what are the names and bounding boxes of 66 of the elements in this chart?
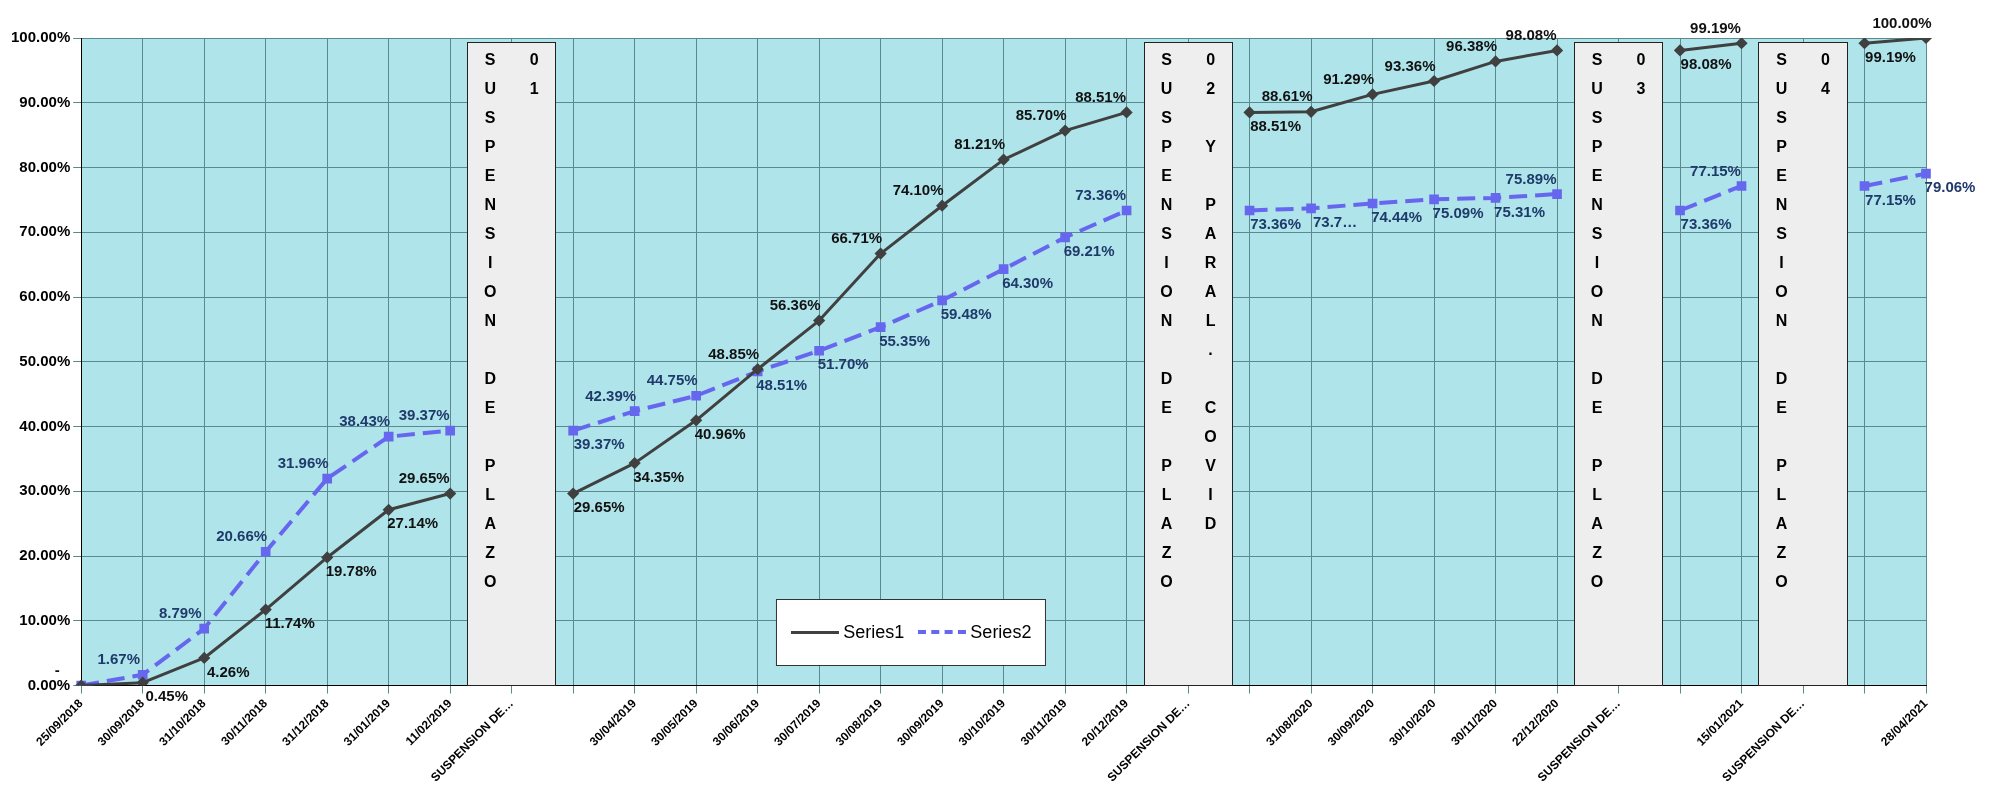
data-label: 48.85% [708, 344, 760, 362]
data-label: 77.15% [1865, 190, 1916, 208]
data-label: 73.36% [1250, 215, 1302, 233]
data-label: 51.70% [817, 355, 869, 373]
data-label: 69.21% [1063, 242, 1115, 260]
y-tick-label: 50.00% [19, 351, 71, 369]
data-label: 91.29% [1323, 70, 1374, 88]
data-label: 0.45% [145, 687, 188, 705]
data-label: 77.15% [1690, 161, 1741, 179]
data-label: 96.38% [1446, 37, 1497, 55]
data-label: 73.36% [1680, 215, 1732, 233]
data-label: 73.36% [1075, 186, 1127, 204]
data-label: 29.65% [573, 498, 625, 516]
data-label: 1.67% [97, 650, 140, 668]
y-tick-label: 80.00% [19, 157, 71, 175]
data-label: 64.30% [1002, 273, 1054, 291]
data-label: 56.36% [769, 296, 821, 314]
label-box: SUSPENSION DE PLAZO 01 [467, 42, 557, 686]
data-label: 42.39% [585, 386, 637, 404]
data-label: 81.21% [954, 135, 1006, 153]
data-label: 75.31% [1494, 202, 1545, 220]
data-label: 100.00% [1872, 13, 1932, 31]
legend-label: Series2 [970, 621, 1032, 643]
y-tick-label: 10.00% [19, 610, 71, 628]
data-label: 99.19% [1690, 18, 1741, 36]
label-box: SUSPENSION DE PLAZO 02 Y PARAL. COVID [1143, 42, 1233, 686]
data-label: 11.74% [264, 614, 315, 632]
data-label: 34.35% [633, 467, 685, 485]
data-label: 4.26% [206, 662, 250, 680]
data-label: 75.89% [1505, 169, 1557, 187]
y-tick-label: 60.00% [19, 287, 71, 305]
data-label: 29.65% [398, 469, 450, 487]
data-label: 39.37% [573, 435, 625, 453]
data-label: 88.61% [1261, 87, 1313, 105]
data-label: 48.51% [756, 376, 808, 394]
data-label: 73.7… [1312, 212, 1358, 230]
data-label: 40.96% [694, 424, 746, 442]
y-tick-label: 40.00% [19, 416, 71, 434]
label-box: SUSPENSION DE PLAZO 03 [1573, 42, 1664, 686]
data-label: 55.35% [879, 331, 931, 349]
legend-label: Series1 [843, 621, 905, 643]
y-tick-label: 30.00% [19, 481, 71, 499]
y-tick-label: 90.00% [19, 92, 71, 110]
data-label: 31.96% [277, 454, 329, 472]
label-box: SUSPENSION DE PLAZO 04 [1758, 42, 1848, 686]
data-label: 85.70% [1015, 106, 1067, 124]
data-label: 20.66% [216, 527, 268, 545]
data-label: 38.43% [339, 412, 391, 430]
data-label: 93.36% [1384, 56, 1436, 74]
data-label: 44.75% [646, 371, 698, 389]
y-tick-label: 20.00% [19, 546, 71, 564]
y-tick-label: 70.00% [19, 222, 71, 240]
data-label: 74.10% [892, 181, 944, 199]
data-label: 88.51% [1075, 88, 1127, 106]
y-tick-label: 100.00% [11, 28, 71, 46]
data-label: 27.14% [387, 514, 439, 532]
data-label: 19.78% [325, 562, 377, 580]
data-label: 59.48% [940, 305, 992, 323]
data-label: 75.09% [1432, 203, 1484, 221]
data-label: 74.44% [1371, 208, 1422, 226]
data-label: 98.08% [1680, 55, 1732, 73]
data-label: 66.71% [831, 229, 883, 247]
data-label: 39.37% [398, 406, 450, 424]
data-label: 8.79% [158, 604, 202, 622]
data-label: 88.51% [1250, 117, 1302, 135]
data-label: 99.19% [1865, 47, 1916, 65]
